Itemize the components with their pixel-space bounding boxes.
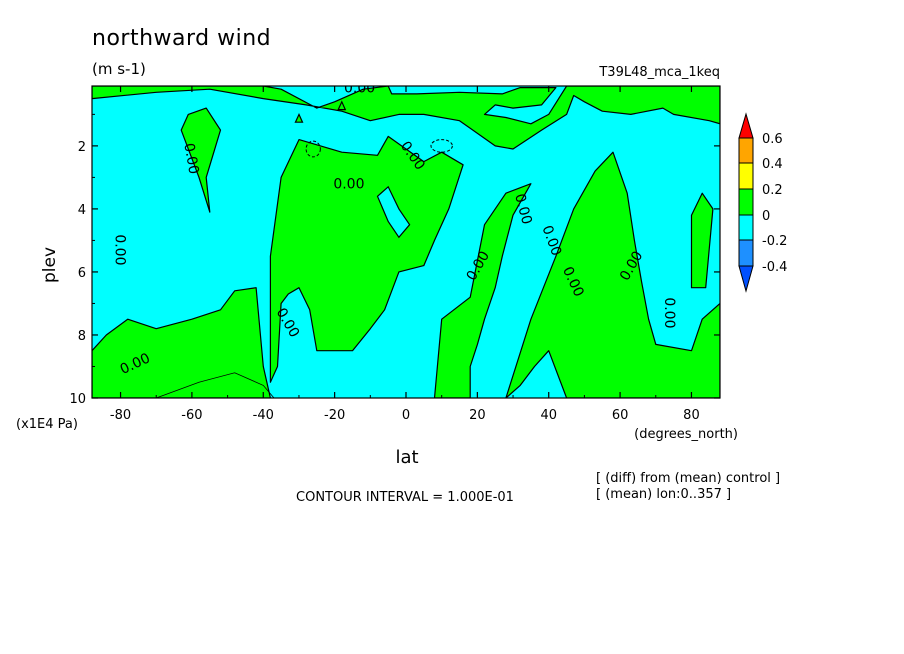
chart-units: (m s-1) (92, 60, 146, 78)
dashed-contour-d-2 (430, 139, 453, 153)
colorbar-box (738, 188, 754, 216)
positive-region-tri-2 (337, 100, 347, 111)
x-tick-label: 0 (402, 408, 410, 423)
x-tick-label: 20 (469, 408, 486, 423)
colorbar-label: 0 (762, 209, 770, 224)
contour-label-1: 0.00 (180, 142, 201, 175)
plot-area: 0.000.000.000.000.000.000.000.000.000.00… (91, 81, 721, 399)
y-axis-units: (x1E4 Pa) (16, 417, 78, 432)
field: 0.000.000.000.000.000.000.000.000.000.00… (92, 81, 720, 398)
y-tick-label: 2 (78, 140, 86, 155)
contour-label-text: 0.00 (661, 297, 677, 328)
x-tick-label: -40 (253, 408, 274, 423)
colorbar: -0.4 -0.2 0 0.2 0.4 0.6 (738, 112, 787, 293)
positive-region-top-band (92, 86, 720, 150)
contour-label-text: 0.00 (344, 81, 375, 97)
contour-label-12: 0.00 (661, 297, 677, 328)
x-tick-label: -20 (324, 408, 345, 423)
chart-title: northward wind (92, 26, 271, 51)
positive-region-main-blob (269, 135, 464, 383)
note-diff: [ (diff) from (mean) control ] (596, 471, 780, 486)
y-axis-label: plev (40, 247, 60, 283)
colorbar-box (738, 137, 754, 164)
y-axis: 2 4 6 8 10 (69, 113, 720, 407)
y-tick-label: 8 (78, 329, 86, 344)
colorbar-box (738, 239, 754, 267)
colorbar-label: 0.2 (762, 183, 783, 198)
colorbar-box (738, 214, 754, 241)
y-tick-label: 6 (78, 266, 86, 281)
colorbar-label: -0.2 (762, 234, 787, 249)
contour-label-5: 0.00 (344, 81, 375, 97)
colorbar-label: 0.6 (762, 132, 783, 147)
contour-label-text: 0.00 (112, 234, 128, 265)
colorbar-label: 0.4 (762, 157, 783, 172)
colorbar-box (738, 162, 754, 190)
x-tick-label: 80 (683, 408, 700, 423)
positive-region-sw-strip (92, 287, 271, 398)
x-tick-label: -80 (110, 408, 131, 423)
x-axis-label: lat (395, 447, 418, 468)
x-axis-units: (degrees_north) (634, 427, 738, 442)
negative-region-hole-1 (376, 185, 411, 239)
contour-label-0: 0.00 (333, 177, 364, 193)
y-tick-label: 4 (78, 203, 86, 218)
positive-region-nh-polar (690, 192, 714, 289)
contour-label-text: 0.00 (180, 142, 201, 175)
colorbar-under-triangle (738, 265, 754, 293)
x-tick-label: 40 (540, 408, 557, 423)
experiment-label: T39L48_mca_1keq (598, 65, 720, 80)
dashed-contour-d-1 (305, 140, 321, 158)
positive-region-sh-strip (180, 107, 222, 213)
contour-label-text: 0.00 (511, 192, 535, 226)
contour-label-2: 0.00 (112, 234, 128, 265)
contour-sw-thin (156, 372, 275, 398)
positive-region-tri-1 (294, 112, 304, 123)
colorbar-label: -0.4 (762, 260, 787, 275)
contour-label-8: 0.00 (511, 192, 535, 226)
x-tick-label: -60 (181, 408, 202, 423)
x-tick-label: 60 (612, 408, 629, 423)
contour-label-text: 0.00 (333, 177, 364, 193)
contour-interval: CONTOUR INTERVAL = 1.000E-01 (296, 490, 514, 505)
positive-region-right-strip (505, 151, 720, 398)
positive-region-center-strip (433, 183, 532, 398)
colorbar-over-triangle (738, 112, 754, 139)
note-mean: [ (mean) lon:0..357 ] (596, 487, 731, 502)
y-tick-label: 10 (69, 392, 86, 407)
x-axis: -80 -60 -40 -20 0 20 40 60 80 (110, 86, 700, 423)
